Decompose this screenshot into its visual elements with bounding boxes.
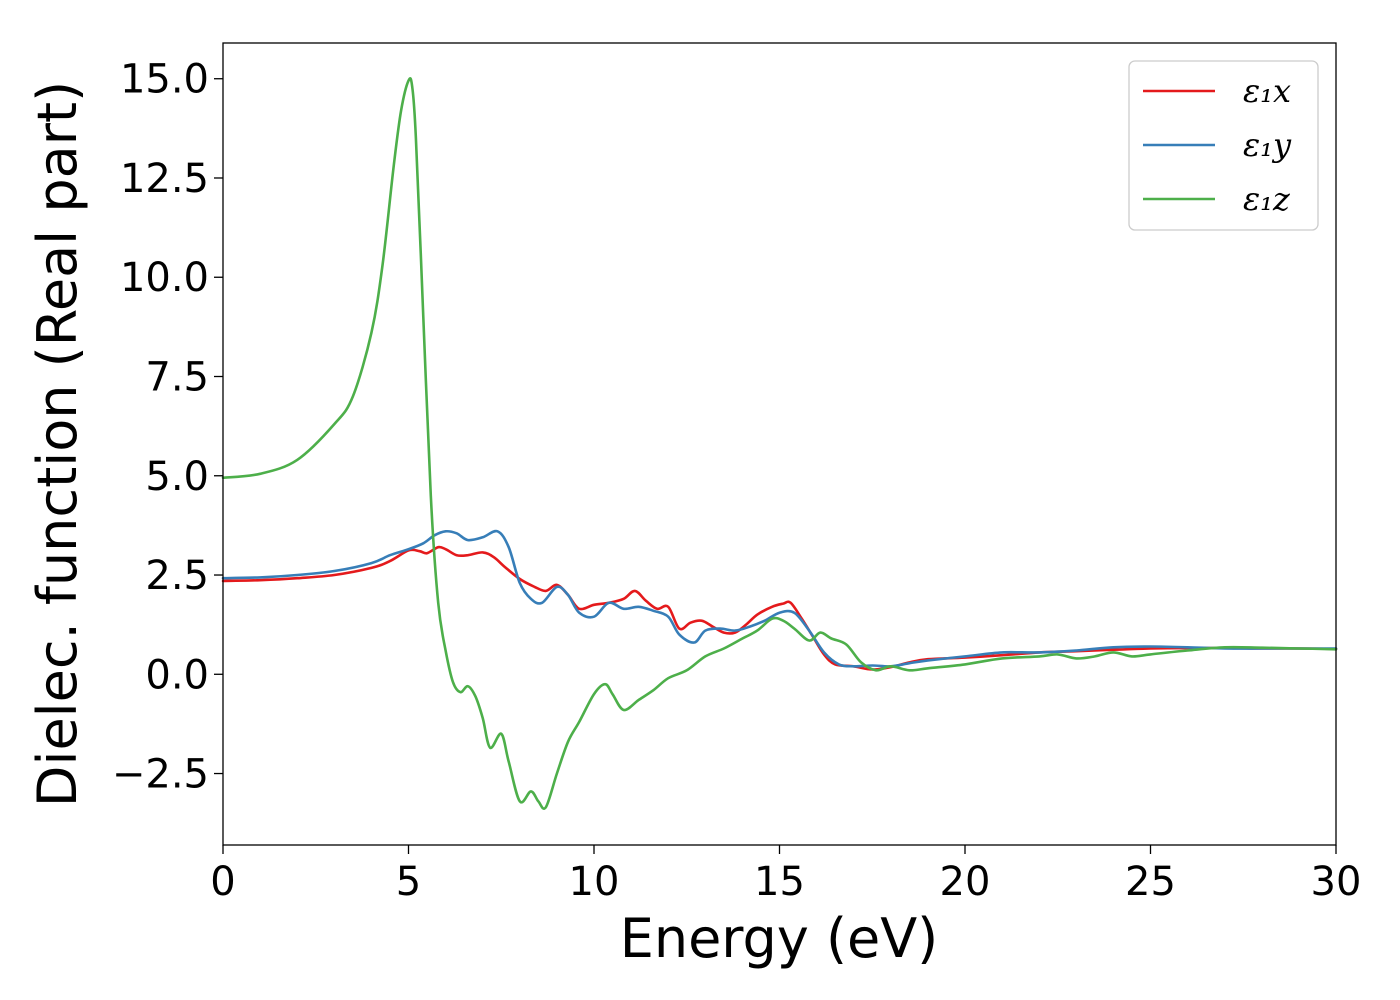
series-line-2 — [221, 77, 1338, 810]
x-tick-label: 30 — [1311, 859, 1362, 905]
y-tick-label: 0.0 — [145, 652, 209, 698]
y-tick-label: 5.0 — [145, 454, 209, 500]
y-tick-label: 2.5 — [145, 553, 209, 599]
x-tick-label: 25 — [1125, 859, 1176, 905]
legend: ε₁x ε₁y ε₁z — [1128, 60, 1319, 231]
series-layer — [221, 77, 1338, 810]
x-tick-label: 0 — [210, 859, 235, 905]
legend-label: ε₁z — [1243, 180, 1291, 218]
y-axis-label: Dielec. function (Real part) — [26, 81, 89, 807]
series-line-1 — [221, 529, 1338, 668]
y-tick-label: 12.5 — [120, 156, 209, 202]
x-tick-label: 15 — [754, 859, 805, 905]
y-tick-label: 15.0 — [120, 57, 209, 103]
x-tick-label: 10 — [569, 859, 620, 905]
legend-label: ε₁x — [1243, 72, 1291, 110]
x-axis-ticks: 0 5 10 15 20 25 30 — [210, 845, 1361, 905]
y-tick-label: 7.5 — [145, 355, 209, 401]
legend-box — [1128, 60, 1319, 231]
x-axis-label: Energy (eV) — [620, 907, 939, 970]
legend-label: ε₁y — [1243, 126, 1292, 164]
y-tick-label: −2.5 — [112, 752, 209, 798]
y-axis-ticks: −2.5 0.0 2.5 5.0 7.5 10.0 12.5 15.0 — [112, 57, 223, 798]
series-line-0 — [221, 545, 1338, 671]
legend-entries: ε₁x ε₁y ε₁z — [1143, 72, 1292, 218]
x-tick-label: 20 — [940, 859, 991, 905]
x-tick-label: 5 — [396, 859, 421, 905]
y-tick-label: 10.0 — [120, 255, 209, 301]
